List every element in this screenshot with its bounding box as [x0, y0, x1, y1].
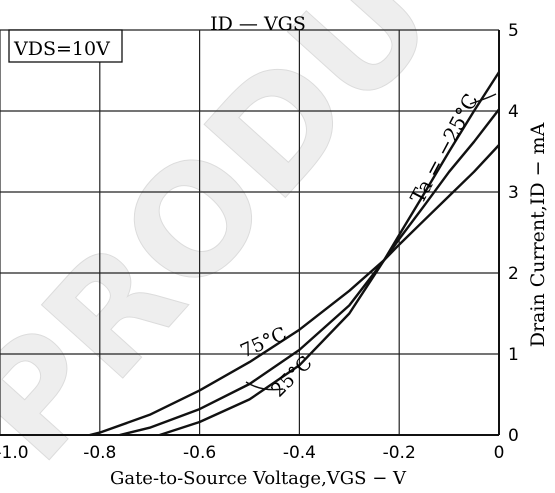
tick-labels: -1.0 -0.8 -0.6 -0.4 -0.2 00 1 2 3 4 5	[0, 21, 519, 463]
series-lines	[89, 71, 501, 437]
label-minus25-leader	[469, 93, 497, 105]
condition-box	[8, 29, 123, 63]
x-tick-label-3: -0.4	[283, 443, 316, 463]
series-label-75: 75°C	[237, 323, 290, 363]
series-label-minus25: Ta = −25°C	[405, 90, 483, 208]
label-25-leader	[245, 381, 284, 391]
y-tick-label-1: 1	[508, 345, 519, 365]
y-tick-label-5: 5	[508, 21, 519, 41]
y-tick-label-0: 0	[508, 426, 519, 446]
plot-frame	[0, 30, 500, 436]
y-tick-label-2: 2	[508, 264, 519, 284]
x-tick-label-1: -0.8	[83, 443, 116, 463]
condition-label: VDS=10V	[13, 38, 110, 60]
y-tick-label-4: 4	[508, 102, 519, 122]
x-tick-label-2: -0.6	[183, 443, 216, 463]
x-tick-label-5: 0	[494, 443, 505, 463]
chart-title: ID — VGS	[210, 13, 306, 35]
x-tick-label-0: -1.0	[0, 443, 29, 463]
series-line-75	[89, 144, 500, 437]
series-line-25	[119, 108, 500, 437]
y-axis-label: Drain Current,ID − mA	[527, 122, 549, 347]
y-tick-label-3: 3	[508, 183, 519, 203]
x-tick-label-4: -0.2	[383, 443, 416, 463]
x-axis-label: Gate-to-Source Voltage,VGS − V	[110, 468, 407, 489]
series-label-25: 25°C	[267, 352, 317, 402]
